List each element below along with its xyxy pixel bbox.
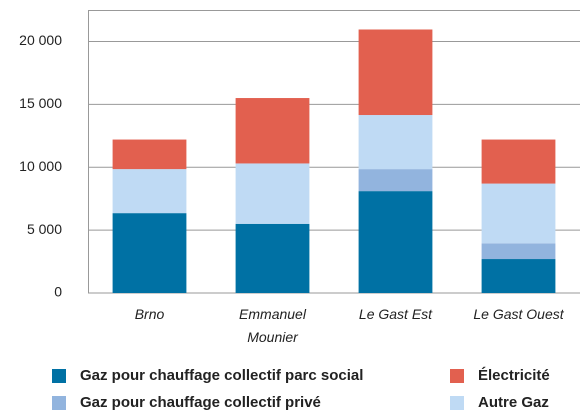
x-tick-label: Brno — [134, 306, 165, 322]
bar-segment — [358, 29, 433, 116]
bar-segment — [358, 191, 433, 293]
bar-segment — [112, 169, 187, 214]
bar-segment — [112, 213, 187, 293]
legend-swatch — [52, 396, 66, 410]
bar-segment — [481, 139, 556, 184]
bar-segment — [235, 223, 310, 293]
legend-swatch — [52, 369, 66, 383]
legend-label: Gaz pour chauffage collectif privé — [80, 394, 321, 411]
bar-segment — [358, 169, 433, 192]
bar-segment — [481, 259, 556, 293]
bar-segment — [235, 98, 310, 164]
legend-label: Électricité — [478, 367, 550, 384]
y-tick-label: 20 000 — [19, 32, 62, 48]
bar-segment — [235, 163, 310, 224]
x-tick-label: Le Gast Est — [358, 306, 433, 322]
y-tick-label: 0 — [54, 284, 62, 300]
bar-segment — [481, 243, 556, 260]
y-tick-label: 10 000 — [19, 158, 62, 174]
bar-segment — [112, 139, 187, 170]
y-tick-label: 15 000 — [19, 95, 62, 111]
y-tick-label: 5 000 — [27, 221, 62, 237]
bar-segment — [481, 183, 556, 244]
legend-swatch — [450, 396, 464, 410]
x-tick-label: Le Gast Ouest — [473, 306, 564, 322]
bar-segment — [358, 115, 433, 170]
legend-label: Gaz pour chauffage collectif parc social — [80, 367, 364, 384]
legend-swatch — [450, 369, 464, 383]
x-tick-label: Emmanuel Mounier — [239, 306, 306, 345]
legend-label: Autre Gaz — [478, 394, 549, 411]
